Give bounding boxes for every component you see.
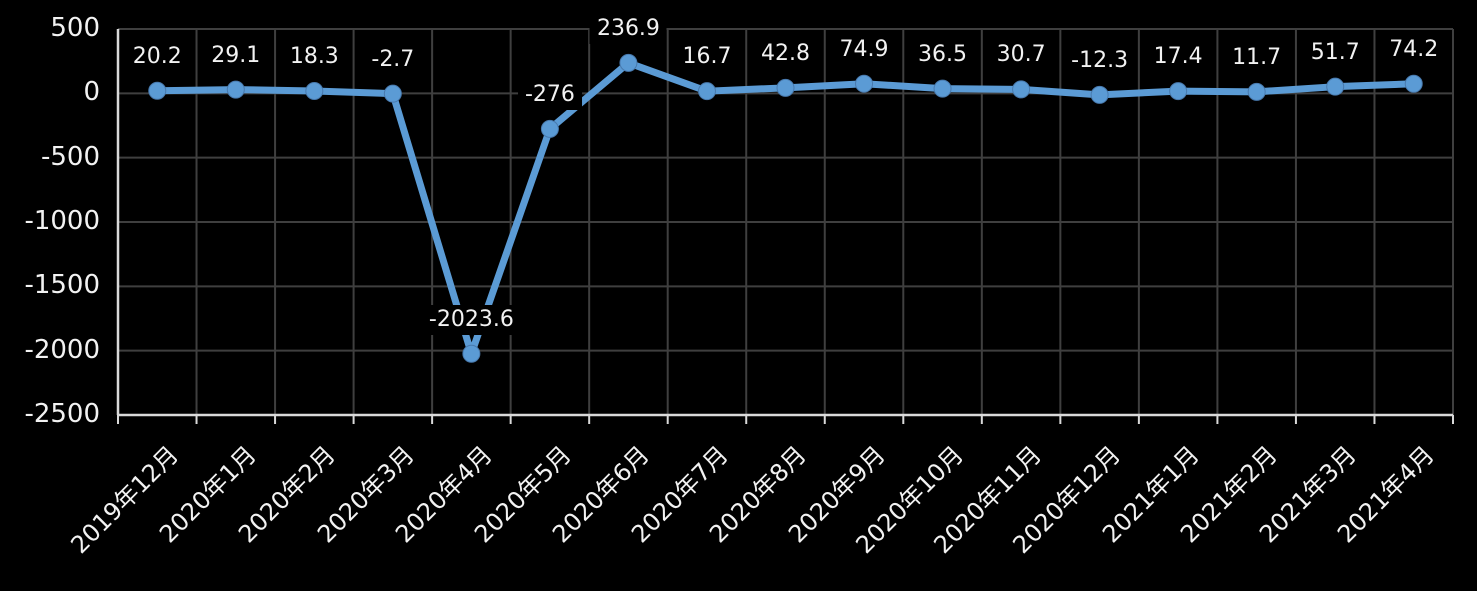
data-label: 11.7 bbox=[1225, 42, 1289, 73]
y-tick-label: -2500 bbox=[24, 399, 100, 429]
horizontal-gridlines bbox=[118, 28, 1453, 352]
data-point-marker bbox=[226, 80, 245, 99]
data-label: 42.8 bbox=[754, 38, 817, 69]
data-label: 17.4 bbox=[1146, 42, 1210, 73]
data-point-marker bbox=[305, 81, 324, 100]
data-point-marker bbox=[540, 119, 559, 138]
data-point-marker bbox=[1326, 77, 1345, 96]
data-point-marker bbox=[462, 344, 481, 363]
data-label: 236.9 bbox=[589, 13, 667, 44]
data-point-marker bbox=[933, 79, 952, 98]
y-tick-label: 500 bbox=[50, 13, 100, 43]
data-point-marker bbox=[148, 81, 167, 100]
y-tick-label: 0 bbox=[83, 77, 100, 108]
data-label: -2.7 bbox=[364, 44, 422, 75]
y-tick-label: -500 bbox=[40, 141, 100, 172]
y-tick-label: -1500 bbox=[24, 270, 100, 301]
series-line bbox=[153, 59, 1418, 358]
y-tick-label: -1000 bbox=[24, 206, 100, 236]
data-point-marker bbox=[619, 53, 638, 72]
data-label: 74.2 bbox=[1382, 34, 1446, 65]
data-label: 74.9 bbox=[832, 34, 896, 65]
data-point-marker bbox=[1247, 82, 1266, 101]
data-point-marker bbox=[1169, 82, 1188, 101]
x-axis-tick-marks bbox=[117, 415, 1454, 424]
y-tick-label: -2000 bbox=[24, 334, 100, 365]
data-label: 29.1 bbox=[204, 40, 268, 71]
data-point-marker bbox=[1090, 85, 1109, 104]
data-point-marker bbox=[697, 82, 716, 101]
data-label: 36.5 bbox=[911, 39, 975, 70]
data-label: -12.3 bbox=[1064, 45, 1136, 76]
data-point-markers bbox=[148, 53, 1423, 363]
data-label: 18.3 bbox=[282, 41, 346, 72]
data-label: 16.7 bbox=[675, 42, 739, 73]
data-point-marker bbox=[776, 78, 795, 97]
data-label: -2023.6 bbox=[421, 304, 521, 335]
data-label: 20.2 bbox=[125, 41, 189, 72]
data-label: 30.7 bbox=[989, 40, 1053, 71]
data-point-marker bbox=[1404, 74, 1423, 93]
data-point-marker bbox=[855, 74, 874, 93]
data-point-marker bbox=[1012, 80, 1031, 99]
data-point-marker bbox=[383, 84, 402, 103]
data-label: 51.7 bbox=[1303, 37, 1367, 68]
axis-lines bbox=[116, 29, 1453, 417]
data-label: -276 bbox=[517, 79, 582, 110]
